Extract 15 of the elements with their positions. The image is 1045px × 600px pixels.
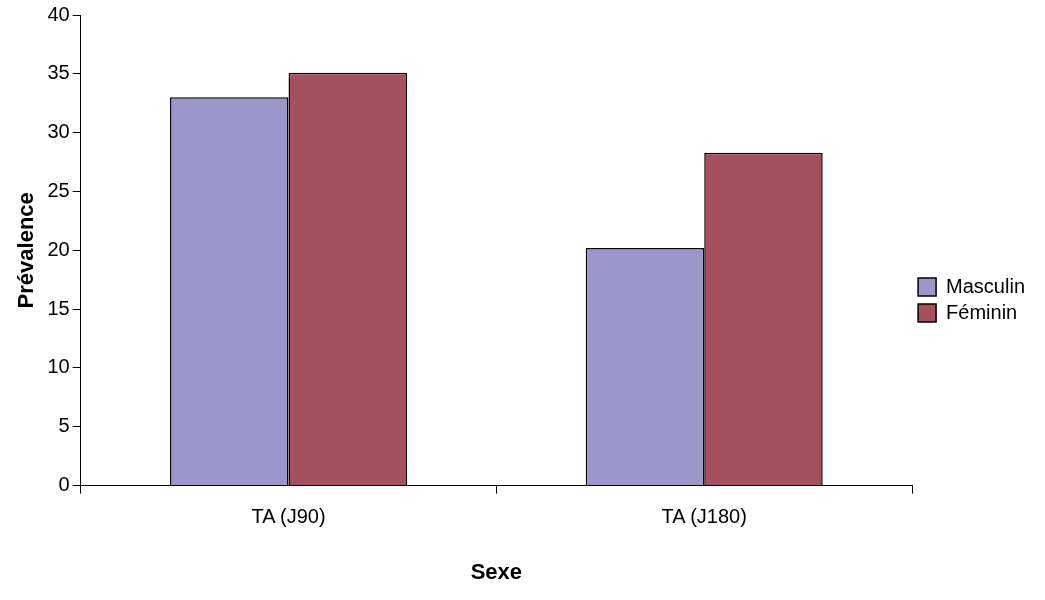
- legend-label: Masculin: [946, 274, 1026, 297]
- y-tick-label: 15: [47, 296, 70, 319]
- x-tick-label: TA (J180): [661, 505, 747, 528]
- y-tick-label: 40: [47, 2, 70, 25]
- y-tick-label: 30: [47, 120, 70, 143]
- x-axis-title: Sexe: [470, 558, 523, 584]
- y-tick-label: 0: [58, 473, 70, 496]
- y-tick-label: 5: [58, 414, 70, 437]
- x-tick-label: TA (J90): [251, 505, 326, 528]
- y-tick-label: 25: [47, 178, 70, 201]
- y-tick-label: 20: [47, 237, 70, 260]
- legend-label: Féminin: [946, 300, 1018, 323]
- y-tick-label: 10: [47, 355, 70, 378]
- y-tick-label: 35: [47, 61, 70, 84]
- y-axis-title: Prévalence: [13, 192, 39, 309]
